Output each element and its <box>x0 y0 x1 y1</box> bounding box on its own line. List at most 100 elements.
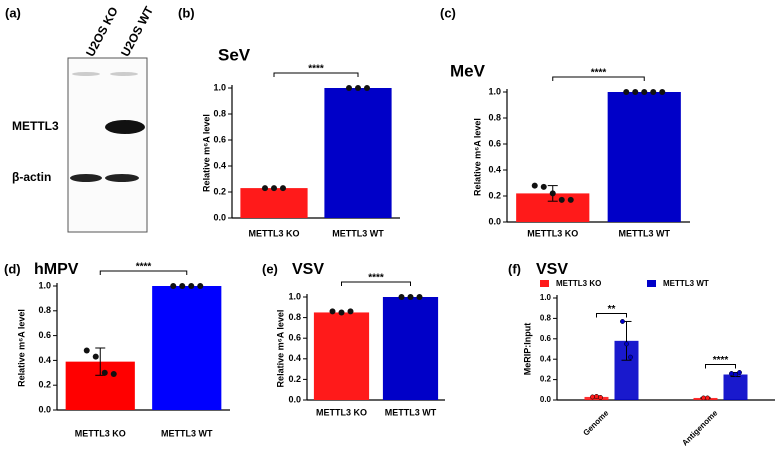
data-point <box>347 308 354 315</box>
data-point <box>346 85 352 91</box>
y-tick-label: 0.4 <box>213 160 226 170</box>
y-tick-label: 0.2 <box>488 190 501 200</box>
y-tick-label: 0.6 <box>38 330 51 340</box>
y-tick-label: 0.4 <box>288 353 301 363</box>
bar <box>313 312 370 400</box>
y-tick-label: 0.4 <box>488 164 501 174</box>
blot <box>67 57 148 233</box>
data-point <box>531 182 538 189</box>
y-tick-label: 0.0 <box>38 404 51 414</box>
chart-title: SeV <box>218 45 251 64</box>
x-tick-label: METTL3 WT <box>385 407 437 417</box>
significance-bracket <box>596 312 627 318</box>
data-point <box>83 347 90 354</box>
panel-label: (d) <box>4 261 21 276</box>
y-tick-label: 0.8 <box>488 112 501 122</box>
y-tick-label: 0.8 <box>38 305 51 315</box>
data-point <box>624 341 629 347</box>
bar <box>382 297 439 400</box>
x-tick-label: METTL3 WT <box>619 228 671 238</box>
y-tick-label: 0.0 <box>213 212 226 222</box>
x-tick-label: Genome <box>581 408 610 437</box>
y-tick-label: 0.0 <box>540 395 552 404</box>
significance-label: **** <box>713 355 729 366</box>
bar <box>240 188 308 218</box>
data-point <box>558 196 565 203</box>
panel-label: (c) <box>440 5 456 20</box>
chart-title: VSV <box>536 261 568 278</box>
data-point <box>262 185 268 192</box>
chart-title: MeV <box>450 61 486 80</box>
y-tick-label: 0.2 <box>540 375 552 384</box>
data-point <box>623 89 630 95</box>
y-tick-label: 0.6 <box>488 138 501 148</box>
y-tick-label: 0.8 <box>540 314 552 323</box>
y-tick-label: 1.0 <box>540 293 552 302</box>
data-point <box>179 283 186 289</box>
y-tick-label: 0.4 <box>540 354 552 363</box>
data-point <box>620 319 625 324</box>
y-tick-label: 0.2 <box>288 374 301 384</box>
data-point <box>197 283 204 289</box>
bar <box>152 286 222 410</box>
data-point <box>650 89 657 95</box>
data-point <box>416 294 423 300</box>
y-tick-label: 0.8 <box>288 312 301 322</box>
data-point <box>628 354 633 360</box>
band-label: β-actin <box>12 170 51 184</box>
bar <box>324 88 392 218</box>
y-axis-label: Relative m⁶A level <box>472 118 482 196</box>
significance-label: **** <box>136 262 152 273</box>
data-point <box>92 353 99 360</box>
significance-label: **** <box>591 68 607 79</box>
bar <box>723 374 748 400</box>
data-point <box>540 183 547 190</box>
data-point <box>594 393 599 399</box>
panel-label: (a) <box>5 5 21 20</box>
data-point <box>329 308 336 315</box>
data-point <box>659 89 666 95</box>
y-axis-label: Relative m⁶A level <box>275 310 285 388</box>
legend-swatch <box>540 280 549 287</box>
panel-label: (b) <box>178 5 195 20</box>
panel-label: (e) <box>262 261 278 276</box>
data-point <box>280 185 286 192</box>
data-point <box>590 394 595 400</box>
data-point <box>188 283 195 289</box>
data-point <box>101 369 108 376</box>
significance-bracket <box>341 281 411 286</box>
significance-label: **** <box>308 64 324 75</box>
chart-title: hMPV <box>34 261 79 278</box>
data-point <box>632 89 639 95</box>
chart-title: VSV <box>292 261 324 278</box>
significance-label: **** <box>368 273 384 284</box>
data-point <box>549 190 556 197</box>
lane-label: U2OS WT <box>118 3 156 58</box>
significance-label: ** <box>608 304 616 315</box>
band-label: METTL3 <box>12 119 59 133</box>
y-tick-label: 0.2 <box>213 186 226 196</box>
data-point <box>641 89 648 95</box>
y-tick-label: 1.0 <box>288 291 301 301</box>
y-tick-label: 0.6 <box>288 333 301 343</box>
y-axis-label: MeRIP:Input <box>522 323 532 376</box>
y-tick-label: 1.0 <box>488 86 501 96</box>
x-tick-label: METTL3 KO <box>249 228 300 238</box>
y-axis-label: Relative m⁶A level <box>16 309 26 387</box>
y-tick-label: 0.0 <box>488 216 501 226</box>
y-tick-label: 0.8 <box>213 108 226 118</box>
x-tick-label: METTL3 WT <box>161 428 213 438</box>
data-point <box>364 85 370 91</box>
significance-bracket <box>552 76 645 81</box>
data-point <box>598 395 603 400</box>
significance-bracket <box>99 270 188 275</box>
legend-label: METTL3 KO <box>556 279 601 288</box>
data-point <box>110 371 117 378</box>
data-point <box>338 309 345 316</box>
data-point <box>701 395 706 401</box>
bar <box>607 92 681 222</box>
x-tick-label: METTL3 KO <box>316 407 367 417</box>
data-point <box>271 185 277 192</box>
data-point <box>407 294 414 300</box>
